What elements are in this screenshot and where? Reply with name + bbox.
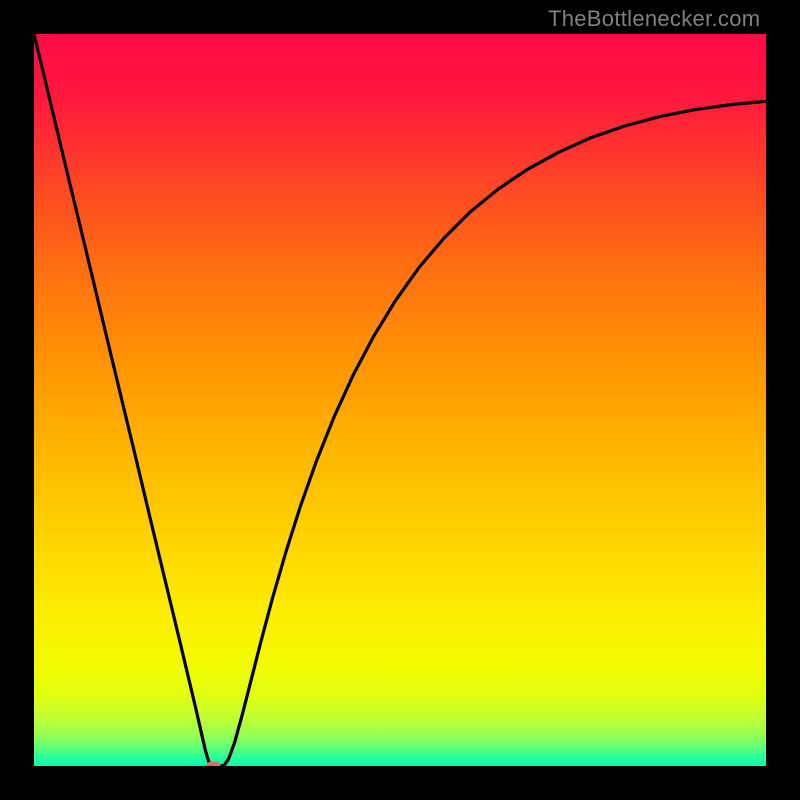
plot-area: [34, 34, 766, 766]
watermark-text: TheBottlenecker.com: [548, 6, 760, 32]
optimal-point-marker: [206, 762, 221, 766]
gradient-background: [34, 34, 766, 766]
chart-svg: [34, 34, 766, 766]
